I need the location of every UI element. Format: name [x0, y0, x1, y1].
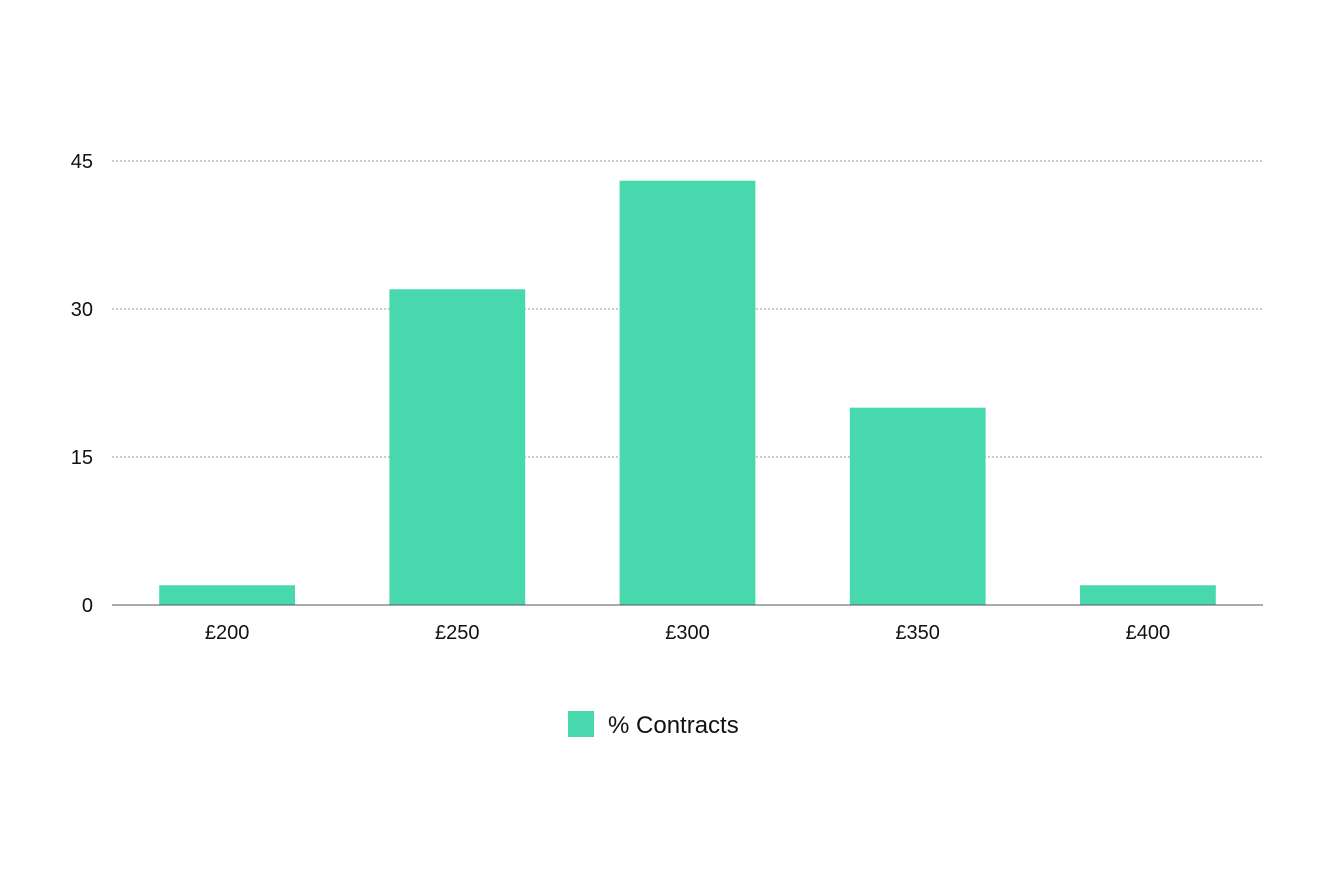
bar — [389, 289, 526, 605]
y-tick-label: 0 — [82, 595, 93, 617]
bar — [1079, 585, 1216, 605]
x-tick-label: £200 — [205, 622, 250, 644]
y-axis-ticks: 0 15 30 45 — [71, 151, 93, 617]
legend-swatch — [568, 711, 594, 737]
bar — [849, 407, 986, 605]
x-axis-ticks: £200 £250 £300 £350 £400 — [205, 622, 1170, 644]
legend: % Contracts — [568, 711, 739, 739]
bar — [619, 180, 756, 605]
y-tick-label: 15 — [71, 447, 93, 469]
x-tick-label: £400 — [1126, 622, 1171, 644]
legend-label: % Contracts — [608, 712, 739, 739]
bars — [159, 180, 1216, 605]
x-tick-label: £250 — [435, 622, 480, 644]
bar — [159, 585, 296, 605]
y-tick-label: 30 — [71, 299, 93, 321]
x-tick-label: £300 — [665, 622, 710, 644]
y-tick-label: 45 — [71, 151, 93, 173]
x-tick-label: £350 — [895, 622, 940, 644]
